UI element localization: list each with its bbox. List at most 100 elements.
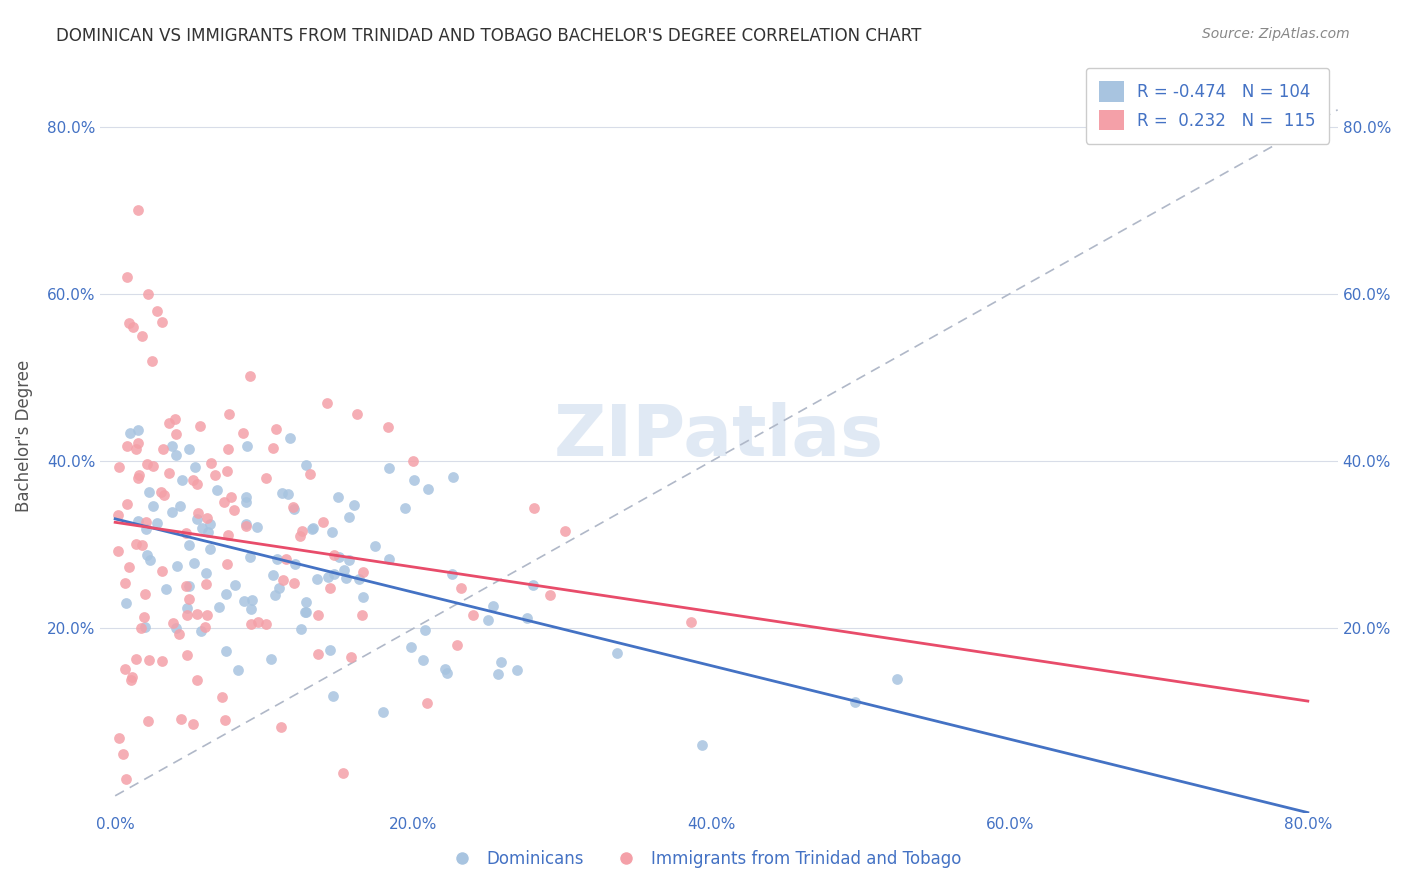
Point	[152, 442, 174, 456]
Point	[114, 575, 136, 590]
Point	[226, 663, 249, 677]
Point	[150, 564, 173, 578]
Point	[138, 653, 160, 667]
Point	[277, 487, 299, 501]
Point	[323, 567, 346, 582]
Point	[157, 417, 180, 431]
Point	[121, 669, 143, 683]
Point	[136, 549, 159, 563]
Point	[142, 499, 165, 513]
Point	[128, 468, 150, 483]
Point	[274, 552, 297, 566]
Point	[326, 490, 349, 504]
Point	[165, 622, 187, 636]
Point	[134, 609, 156, 624]
Point	[138, 484, 160, 499]
Point	[339, 650, 361, 665]
Point	[169, 712, 191, 726]
Point	[416, 482, 439, 496]
Point	[235, 494, 257, 508]
Point	[441, 567, 464, 582]
Point	[412, 653, 434, 667]
Point	[218, 407, 240, 421]
Point	[352, 608, 374, 623]
Point	[146, 303, 169, 318]
Point	[254, 616, 277, 631]
Point	[246, 519, 269, 533]
Point	[239, 369, 262, 384]
Point	[176, 607, 198, 622]
Point	[352, 565, 374, 579]
Point	[239, 617, 262, 632]
Point	[186, 477, 208, 491]
Point	[371, 705, 394, 719]
Point	[692, 739, 714, 753]
Point	[401, 640, 423, 655]
Point	[284, 557, 307, 571]
Point	[125, 537, 148, 551]
Point	[177, 537, 200, 551]
Point	[217, 528, 239, 542]
Point	[235, 439, 257, 453]
Point	[155, 582, 177, 596]
Point	[115, 270, 138, 285]
Point	[215, 464, 238, 478]
Point	[118, 425, 141, 440]
Point	[235, 519, 257, 533]
Point	[190, 624, 212, 639]
Point	[142, 459, 165, 474]
Point	[204, 468, 226, 483]
Point	[232, 426, 254, 441]
Point	[135, 515, 157, 529]
Point	[122, 320, 145, 334]
Point	[163, 411, 186, 425]
Point	[290, 622, 312, 636]
Point	[127, 423, 149, 437]
Point	[886, 673, 908, 687]
Point	[194, 620, 217, 634]
Point	[266, 551, 288, 566]
Point	[316, 570, 339, 584]
Point	[679, 615, 702, 630]
Point	[176, 579, 198, 593]
Point	[215, 643, 238, 657]
Point	[114, 662, 136, 676]
Point	[446, 638, 468, 652]
Point	[377, 419, 399, 434]
Point	[172, 473, 194, 487]
Point	[177, 591, 200, 606]
Point	[165, 427, 187, 442]
Point	[328, 549, 350, 564]
Point	[183, 556, 205, 570]
Point	[270, 720, 292, 734]
Point	[125, 442, 148, 457]
Point	[433, 662, 456, 676]
Point	[394, 501, 416, 516]
Point	[150, 484, 173, 499]
Point	[127, 203, 149, 218]
Point	[169, 499, 191, 513]
Point	[413, 624, 436, 638]
Point	[160, 505, 183, 519]
Point	[115, 596, 138, 610]
Point	[107, 508, 129, 522]
Point	[263, 588, 285, 602]
Point	[134, 587, 156, 601]
Point	[291, 524, 314, 538]
Point	[246, 615, 269, 629]
Point	[352, 590, 374, 604]
Point	[283, 502, 305, 516]
Point	[235, 490, 257, 504]
Point	[278, 431, 301, 445]
Point	[450, 581, 472, 595]
Point	[240, 602, 263, 616]
Point	[269, 581, 291, 595]
Point	[295, 595, 318, 609]
Point	[486, 667, 509, 681]
Point	[481, 599, 503, 614]
Point	[108, 731, 131, 745]
Point	[343, 498, 366, 512]
Point	[115, 497, 138, 511]
Point	[212, 495, 235, 509]
Point	[197, 525, 219, 540]
